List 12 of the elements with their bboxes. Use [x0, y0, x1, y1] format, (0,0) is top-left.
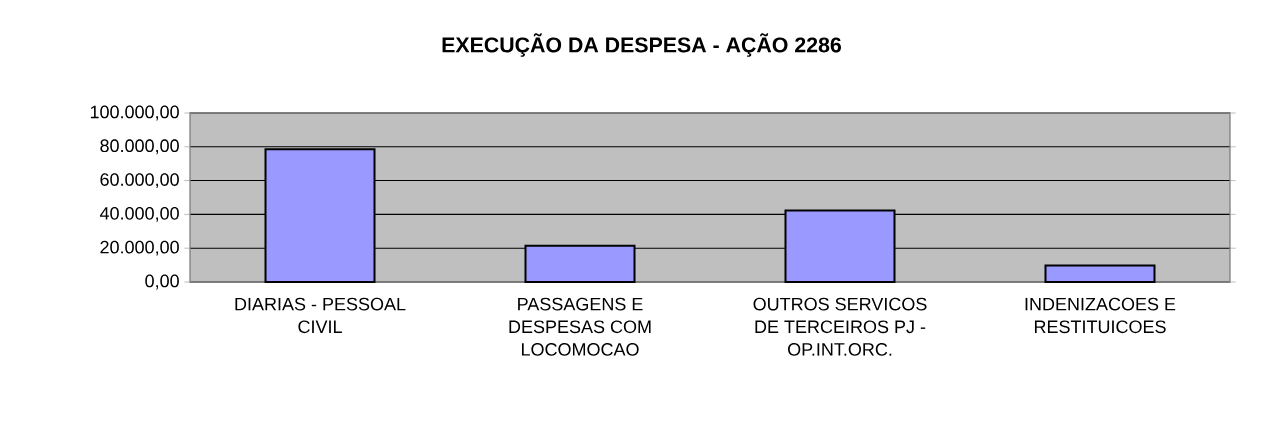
y-tick-label: 0,00: [145, 274, 179, 290]
y-tick-label: 80.000,00: [100, 139, 179, 155]
chart-title: EXECUÇÃO DA DESPESA - AÇÃO 2286: [442, 33, 842, 57]
x-tick-label: INDENIZACOES E RESTITUICOES: [1025, 297, 1176, 334]
bar: [1044, 264, 1156, 283]
y-tick-label: 60.000,00: [100, 173, 179, 189]
x-tick-label: DIARIAS - PESSOAL CIVIL: [235, 297, 406, 334]
y-tick-label: 100.000,00: [90, 105, 179, 121]
x-tick-label: PASSAGENS E DESPESAS COM LOCOMOCAO: [509, 297, 651, 356]
x-tick-label: OUTROS SERVICOS DE TERCEIROS PJ - OP.INT.ORC.: [753, 297, 927, 356]
y-tick-label: 20.000,00: [100, 240, 179, 256]
y-tick-label: 40.000,00: [99, 206, 179, 222]
